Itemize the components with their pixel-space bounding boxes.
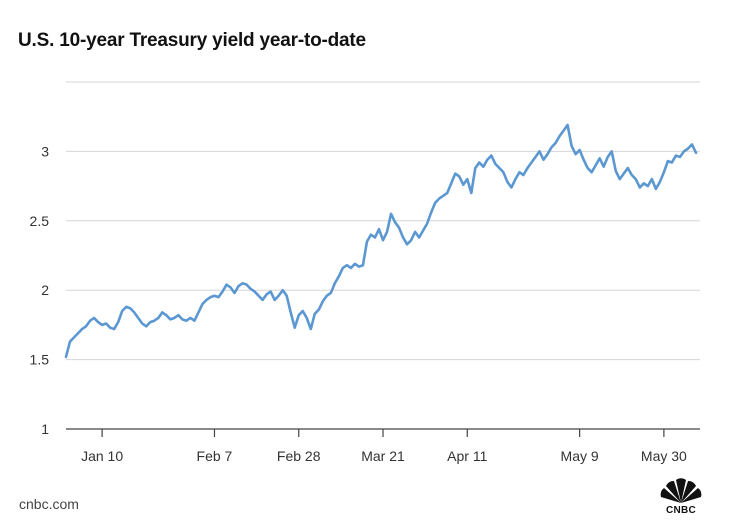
- y-tick-label: 1: [41, 421, 49, 437]
- x-tick-label: May 30: [641, 448, 687, 464]
- y-tick-label: 3: [41, 143, 49, 159]
- series-line-10yr-yield: [64, 123, 698, 359]
- x-tick-label: Mar 21: [361, 448, 405, 464]
- x-tick-label: Apr 11: [447, 448, 487, 464]
- x-tick-label: May 9: [561, 448, 599, 464]
- x-tick-label: Jan 10: [81, 448, 123, 464]
- x-tick-label: Feb 7: [197, 448, 233, 464]
- x-axis: Jan 10 Feb 7 Feb 28 Mar 21 Apr 11 May 9 May 30: [66, 428, 700, 464]
- series-group: [64, 123, 698, 359]
- y-tick-label: 2: [41, 282, 49, 298]
- chart-title: U.S. 10-year Treasury yield year-to-date: [18, 30, 366, 51]
- x-tick-label: Feb 28: [277, 448, 321, 464]
- logo-wordmark: CNBC: [665, 505, 697, 516]
- y-tick-label: 2.5: [30, 213, 50, 229]
- gridlines: [66, 81, 700, 361]
- source-credit: cnbc.com: [19, 496, 79, 512]
- y-tick-label: 1.5: [30, 352, 50, 368]
- y-axis-labels: 1 1.5 2 2.5 3: [30, 143, 50, 437]
- cnbc-peacock-logo-icon: [660, 478, 702, 503]
